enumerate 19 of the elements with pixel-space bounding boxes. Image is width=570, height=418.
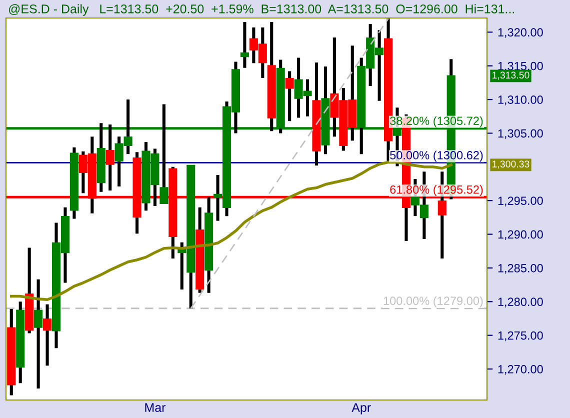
y-tick-label: 1,310.00 — [498, 96, 543, 106]
text: 1,300.33 — [492, 160, 530, 169]
y-tick-label: 1,270.00 — [498, 365, 543, 375]
y-tick-label: 1,315.00 — [498, 62, 543, 72]
y-tick-label: 1,285.00 — [498, 264, 543, 274]
y-tick-label: 1,305.00 — [498, 129, 543, 139]
text: 1,313.50 — [492, 72, 530, 80]
ref-line-label: 38.20% (1305.72) — [390, 116, 483, 128]
y-tick-label: 1,290.00 — [498, 230, 543, 240]
y-tick-label: 1,280.00 — [498, 298, 543, 308]
x-tick-label: Mar — [145, 403, 166, 412]
x-tick-label: Apr — [352, 403, 371, 414]
y-tick-label: 1,320.00 — [498, 28, 543, 38]
ref-line-label: 61.80% (1295.52) — [390, 185, 483, 196]
y-tick-label: 1,275.00 — [498, 331, 543, 342]
ref-line-label: 50.00% (1300.62) — [390, 150, 483, 162]
ref-line-label: 100.00% (1279.00) — [384, 296, 483, 308]
y-tick-label: 1,295.00 — [498, 196, 543, 206]
chart-title: @ES.D - Daily L=1313.50 +20.50 +1.59% B=1313.00 A=1313.50 O=1296.00 Hi=131... — [8, 4, 514, 16]
